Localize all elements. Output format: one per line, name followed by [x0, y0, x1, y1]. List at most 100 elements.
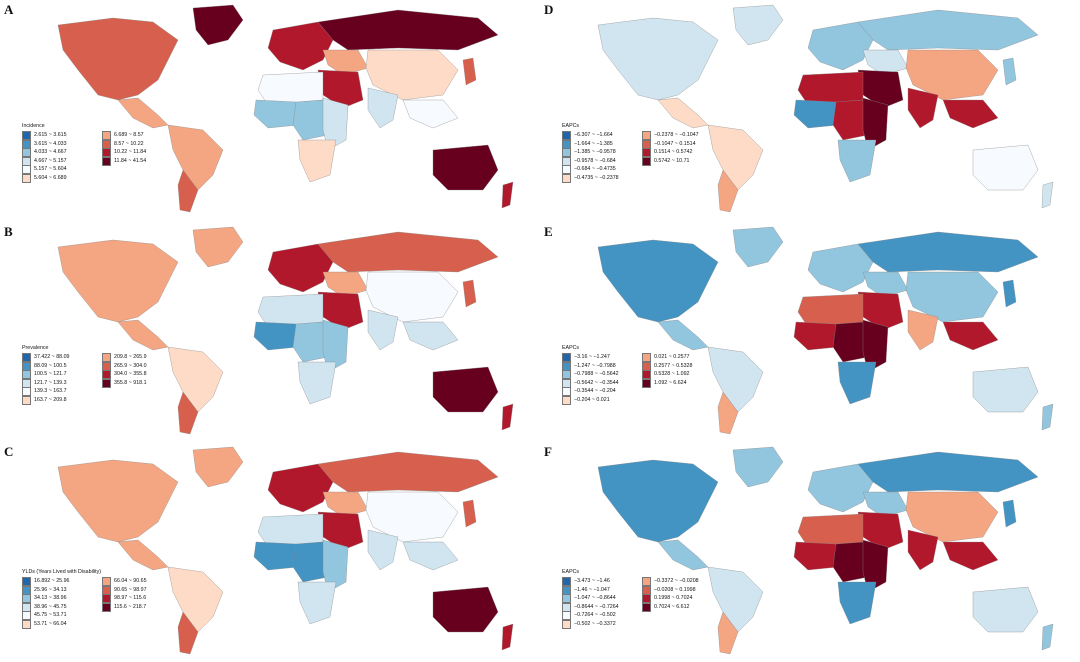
region-southern-cone [177, 391, 199, 435]
legend-label: 0.021 ~ 0.2577 [654, 353, 690, 360]
legend-title: Prevalence [22, 345, 49, 351]
map-legend: Incidence 2.615 ~ 3.615 3.615 ~ 4.033 4.03… [22, 123, 182, 184]
legend-item: 100.5 ~ 121.7 [22, 370, 102, 380]
region-north-africa [797, 513, 864, 548]
legend-item: −3.473 ~ −1.46 [562, 577, 642, 587]
region-north-america [597, 17, 719, 101]
legend-label: 37.422 ~ 88.09 [34, 353, 70, 360]
legend-item: −0.2378 ~ −0.1047 [642, 131, 722, 141]
legend-label: −3.473 ~ −1.46 [574, 577, 610, 584]
legend-label: 5.157 ~ 5.604 [34, 166, 67, 173]
legend-swatch [22, 165, 31, 175]
region-south-america [167, 346, 224, 413]
legend-label: 355.8 ~ 918.1 [114, 379, 147, 386]
region-greenland [732, 446, 784, 488]
legend-item: 265.9 ~ 304.0 [102, 361, 182, 371]
region-greenland [192, 446, 244, 488]
region-japan [1002, 279, 1017, 308]
region-central-asia [322, 271, 369, 298]
legend-swatch [642, 370, 651, 380]
legend-label: −0.9578 ~ −0.684 [574, 157, 616, 164]
legend-item: 37.422 ~ 88.09 [22, 353, 102, 363]
legend-label: 0.5328 ~ 1.092 [654, 371, 690, 378]
region-australia [972, 586, 1039, 633]
region-north-africa [257, 513, 324, 548]
legend-swatch [22, 585, 31, 595]
legend-item: −6.307 ~ −1.664 [562, 131, 642, 141]
panel-letter: E [544, 224, 553, 239]
legend-swatch [562, 156, 571, 166]
region-southern-africa [837, 139, 877, 183]
legend-label: 0.5742 ~ 10.71 [654, 157, 690, 164]
region-south-america [167, 124, 224, 191]
panel-a: A Incidence 2.615 ~ 3.615 3.615 ~ 4.033 4.… [0, 0, 540, 220]
legend-label: 8.57 ~ 10.22 [114, 140, 144, 147]
legend-item: 53.71 ~ 66.04 [22, 620, 102, 630]
legend-item: 5.604 ~ 6.689 [22, 174, 102, 184]
legend-swatch [22, 131, 31, 141]
region-india [367, 529, 399, 571]
region-east-africa [862, 97, 889, 151]
legend-title: YLDs (Years Lived with Disability) [22, 569, 101, 575]
legend-swatch [562, 353, 571, 363]
legend-item: 6.689 ~ 8.57 [102, 131, 182, 141]
legend-swatch [562, 585, 571, 595]
legend-item: −1.664 ~ −1.385 [562, 139, 642, 149]
legend-swatch [562, 577, 571, 587]
region-russia [857, 231, 1039, 273]
legend-item: 355.8 ~ 918.1 [102, 378, 182, 388]
legend-label: −1.664 ~ −1.385 [574, 140, 613, 147]
region-russia [857, 451, 1039, 493]
region-china [365, 271, 459, 323]
legend-item: 11.84 ~ 41.54 [102, 156, 182, 166]
legend-label: 34.13 ~ 38.96 [34, 595, 67, 602]
legend-item: −0.9578 ~ −0.684 [562, 156, 642, 166]
legend-swatch [102, 585, 111, 595]
legend-swatch [562, 148, 571, 158]
legend-label: 304.0 ~ 355.8 [114, 371, 147, 378]
legend-label: 1.092 ~ 6.624 [654, 379, 687, 386]
region-india [907, 87, 939, 129]
legend-item: 0.2577 ~ 0.5328 [642, 361, 722, 371]
panel-c: C YLDs (Years Lived with Disability) 16.… [0, 442, 540, 662]
legend-label: 121.7 ~ 139.3 [34, 379, 67, 386]
legend-label: −1.247 ~ −0.7988 [574, 362, 616, 369]
legend-label: 3.615 ~ 4.033 [34, 140, 67, 147]
legend-item: 90.65 ~ 98.97 [102, 585, 182, 595]
legend-label: 265.9 ~ 304.0 [114, 362, 147, 369]
region-central-africa [292, 99, 329, 141]
region-east-africa [862, 319, 889, 373]
legend-item: −1.385 ~ −0.9578 [562, 148, 642, 158]
legend-swatch [642, 353, 651, 363]
region-south-america [167, 566, 224, 633]
map-legend: EAPCs −3.16 ~ −1.247 −1.247 ~ −0.7988 −0.7… [562, 345, 722, 406]
legend-item: 0.7024 ~ 6.612 [642, 602, 722, 612]
legend-label: −0.2378 ~ −0.1047 [654, 131, 699, 138]
panel-letter: D [544, 2, 554, 17]
region-north-africa [797, 293, 864, 328]
region-southeast-asia [942, 541, 999, 571]
legend-item: 1.092 ~ 6.624 [642, 378, 722, 388]
legend-item: 3.615 ~ 4.033 [22, 139, 102, 149]
region-australia [432, 586, 499, 633]
legend-label: 88.09 ~ 100.5 [34, 362, 67, 369]
legend-item: 0.021 ~ 0.2577 [642, 353, 722, 363]
region-europe [807, 243, 874, 293]
legend-item: −0.684 ~ −0.4735 [562, 165, 642, 175]
region-east-africa [322, 97, 349, 151]
legend-swatch [102, 353, 111, 363]
region-west-africa [253, 99, 299, 129]
legend-label: −0.7988 ~ −0.5642 [574, 371, 619, 378]
legend-item: 66.04 ~ 90.65 [102, 577, 182, 587]
legend-swatch [22, 594, 31, 604]
legend-swatch [642, 577, 651, 587]
legend-item: 139.3 ~ 163.7 [22, 387, 102, 397]
region-china [905, 49, 999, 101]
legend-label: 139.3 ~ 163.7 [34, 388, 67, 395]
region-southern-cone [717, 611, 739, 655]
legend-label: 115.6 ~ 218.7 [114, 603, 147, 610]
region-east-africa [322, 539, 349, 593]
legend-label: 0.1998 ~ 0.7024 [654, 595, 693, 602]
legend-swatch [642, 594, 651, 604]
region-europe [807, 21, 874, 71]
